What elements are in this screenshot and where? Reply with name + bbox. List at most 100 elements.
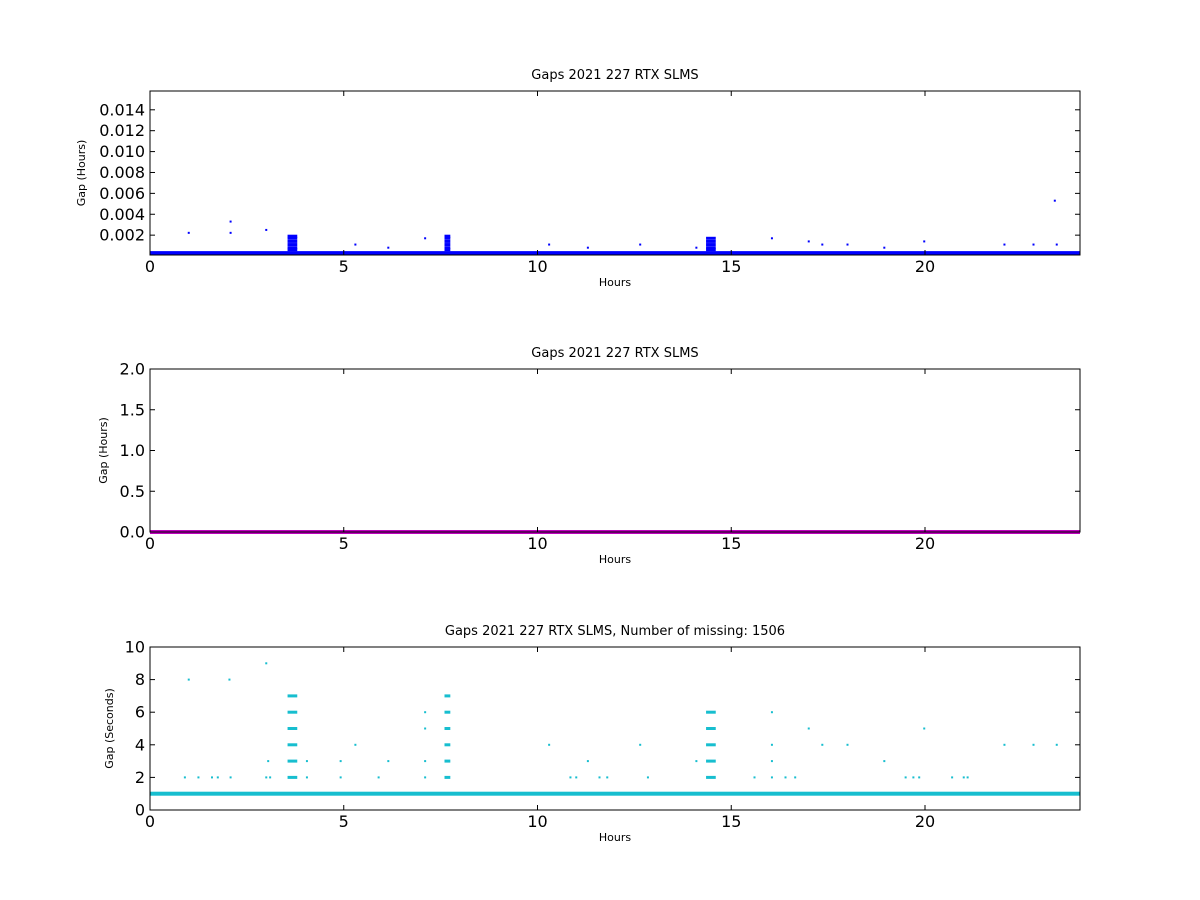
gap-cluster-mark [706, 775, 716, 779]
gap-point [770, 711, 773, 714]
baseline-gap-band [150, 251, 1080, 256]
x-tick-label: 0 [145, 257, 155, 276]
gap-point [387, 760, 390, 763]
y-tick-label: 0.010 [99, 142, 145, 161]
gap-point [1055, 243, 1058, 246]
gap-point [575, 776, 578, 779]
x-tick-label: 20 [915, 534, 935, 553]
gap-point [424, 727, 427, 730]
x-tick-label: 0 [145, 812, 155, 831]
gap-point [1055, 743, 1058, 746]
y-tick-label: 4 [135, 735, 145, 754]
gap-point [377, 776, 380, 779]
gap-point [883, 760, 886, 763]
gap-point [770, 776, 773, 779]
y-tick-label: 1.0 [120, 441, 145, 460]
gap-point [821, 243, 824, 246]
gap-point [821, 743, 824, 746]
gap-point [197, 776, 200, 779]
plot-frame [149, 646, 1081, 811]
gap-point [354, 743, 357, 746]
gap-point [265, 228, 268, 231]
gap-cluster-mark [287, 743, 298, 747]
x-tick-label: 5 [339, 534, 349, 553]
gap-cluster-mark [444, 234, 451, 238]
gap-point [424, 760, 427, 763]
x-tick-label: 10 [527, 812, 547, 831]
chart-title: Gaps 2021 227 RTX SLMS [531, 346, 698, 361]
gap-point [339, 760, 342, 763]
gap-point [548, 743, 551, 746]
gap-point [229, 220, 232, 223]
gap-point [923, 727, 926, 730]
data-marks [150, 662, 1080, 796]
gap-cluster-mark [706, 239, 716, 243]
gap-point [1032, 243, 1035, 246]
gap-cluster-mark [287, 248, 298, 252]
y-tick-label: 0.014 [99, 100, 145, 119]
gap-cluster-mark [287, 759, 298, 763]
plot-frame [149, 368, 1081, 533]
y-tick-label: 0.5 [120, 482, 145, 501]
gap-cluster-mark [444, 694, 451, 698]
y-tick-label: 2 [135, 768, 145, 787]
gap-point [794, 776, 797, 779]
x-axis-label: Hours [599, 831, 631, 844]
y-axis-label: Gap (Hours) [75, 140, 88, 207]
gap-cluster-mark [444, 743, 451, 747]
gap-cluster-mark [706, 248, 716, 252]
y-tick-label: 1.5 [120, 400, 145, 419]
baseline-gap-band [150, 791, 1080, 796]
gap-point [424, 237, 427, 240]
gap-cluster-mark [287, 239, 298, 243]
y-axis-label: Gap (Seconds) [103, 688, 116, 769]
gap-point [229, 776, 232, 779]
chart-panel-3: Gaps 2021 227 RTX SLMS, Number of missin… [103, 624, 1081, 844]
gap-cluster-mark [706, 759, 716, 763]
y-tick-label: 2.0 [120, 360, 145, 379]
chart-panel-1: Gaps 2021 227 RTX SLMS 0 5 10 15 20 0.002 0.004… [75, 68, 1081, 289]
chart-panel-2: Gaps 2021 227 RTX SLMS 0 5 10 15 20 0.0 0.5 1.0 1… [97, 346, 1081, 566]
y-tick-label: 0.012 [99, 121, 145, 140]
y-tick-label: 0.004 [99, 205, 145, 224]
gap-point [695, 246, 698, 249]
gap-point [354, 243, 357, 246]
x-tick-label: 5 [339, 812, 349, 831]
gap-point [846, 243, 849, 246]
gap-point [211, 776, 213, 779]
gap-point [770, 743, 773, 746]
gap-point [770, 760, 773, 763]
y-axis-label: Gap (Hours) [97, 417, 110, 484]
gap-point [639, 243, 642, 246]
gap-cluster-mark [444, 246, 451, 250]
gap-cluster-mark [287, 243, 298, 247]
gap-point [951, 776, 954, 779]
x-tick-label: 15 [721, 257, 741, 276]
gap-cluster-mark [287, 246, 298, 250]
gap-point [639, 743, 642, 746]
y-tick-label: 0.002 [99, 226, 145, 245]
gap-cluster-mark [444, 727, 451, 730]
x-tick-label: 0 [145, 534, 155, 553]
gap-point [883, 246, 886, 249]
x-axis-label: Hours [599, 276, 631, 289]
gap-cluster-mark [706, 727, 716, 730]
gap-cluster-mark [706, 243, 716, 247]
gap-point [923, 240, 926, 243]
gap-point [586, 760, 589, 763]
gap-point [267, 760, 270, 763]
gap-cluster-mark [287, 234, 298, 238]
gap-point [962, 776, 965, 779]
gap-cluster-mark [706, 236, 716, 240]
gap-point [424, 711, 427, 714]
gap-point [216, 776, 219, 779]
gap-point [187, 231, 190, 234]
x-tick-label: 10 [527, 257, 547, 276]
gap-cluster-mark [444, 243, 451, 247]
gap-point [598, 776, 601, 779]
gap-point [807, 727, 810, 730]
gap-point [305, 776, 308, 779]
gap-point [548, 243, 551, 246]
gap-point [228, 678, 231, 681]
